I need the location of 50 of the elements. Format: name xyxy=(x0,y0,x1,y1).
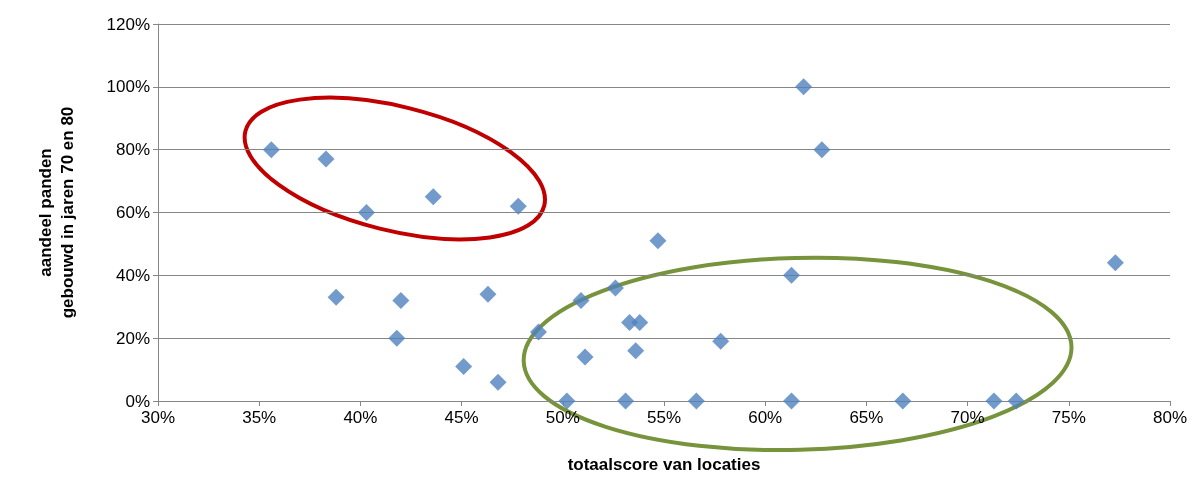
y-tick-label: 20% xyxy=(115,328,150,348)
x-tick-label: 60% xyxy=(748,408,783,427)
point xyxy=(783,392,801,410)
x-tick-label: 40% xyxy=(343,408,378,427)
point xyxy=(894,392,912,410)
x-tick-label: 35% xyxy=(242,408,277,427)
point xyxy=(627,342,645,360)
point xyxy=(813,141,831,159)
y-tick-label: 80% xyxy=(115,140,150,160)
point xyxy=(489,373,507,391)
x-tick-label: 75% xyxy=(1051,408,1086,427)
point xyxy=(1007,392,1025,410)
point xyxy=(687,392,705,410)
x-tick-label: 65% xyxy=(849,408,884,427)
y-axis-title: aandeel panden gebouwd in jaren 70 en 80 xyxy=(35,106,77,319)
y-tick-label: 40% xyxy=(115,265,150,285)
point xyxy=(985,392,1003,410)
point xyxy=(649,232,667,250)
point xyxy=(479,285,497,303)
point xyxy=(317,150,335,168)
point xyxy=(631,313,649,331)
point xyxy=(712,332,730,350)
point xyxy=(606,279,624,297)
point xyxy=(783,266,801,284)
point xyxy=(392,291,410,309)
y-tick-label: 100% xyxy=(106,77,150,97)
x-tick-label: 30% xyxy=(140,408,176,427)
point xyxy=(1106,254,1124,272)
point xyxy=(262,141,280,159)
y-tick-label: 60% xyxy=(115,203,150,222)
x-tick-label: 55% xyxy=(646,408,682,427)
y-tick-label: 120% xyxy=(106,14,150,34)
point xyxy=(424,188,442,206)
x-axis-title: totaalscore van locaties xyxy=(567,454,761,474)
point xyxy=(388,329,406,347)
x-tick-label: 80% xyxy=(1152,408,1188,427)
x-tick-label: 50% xyxy=(545,408,580,427)
x-tick-label: 70% xyxy=(950,408,985,427)
point xyxy=(558,392,576,410)
point xyxy=(455,357,473,375)
y-tick-label: 0% xyxy=(125,391,150,411)
point xyxy=(572,291,590,309)
x-tick-label: 45% xyxy=(444,408,479,427)
point xyxy=(357,204,375,221)
point xyxy=(509,197,527,215)
point xyxy=(327,288,345,306)
point xyxy=(530,323,548,341)
point xyxy=(795,78,813,96)
point xyxy=(576,348,594,366)
point xyxy=(617,392,635,410)
